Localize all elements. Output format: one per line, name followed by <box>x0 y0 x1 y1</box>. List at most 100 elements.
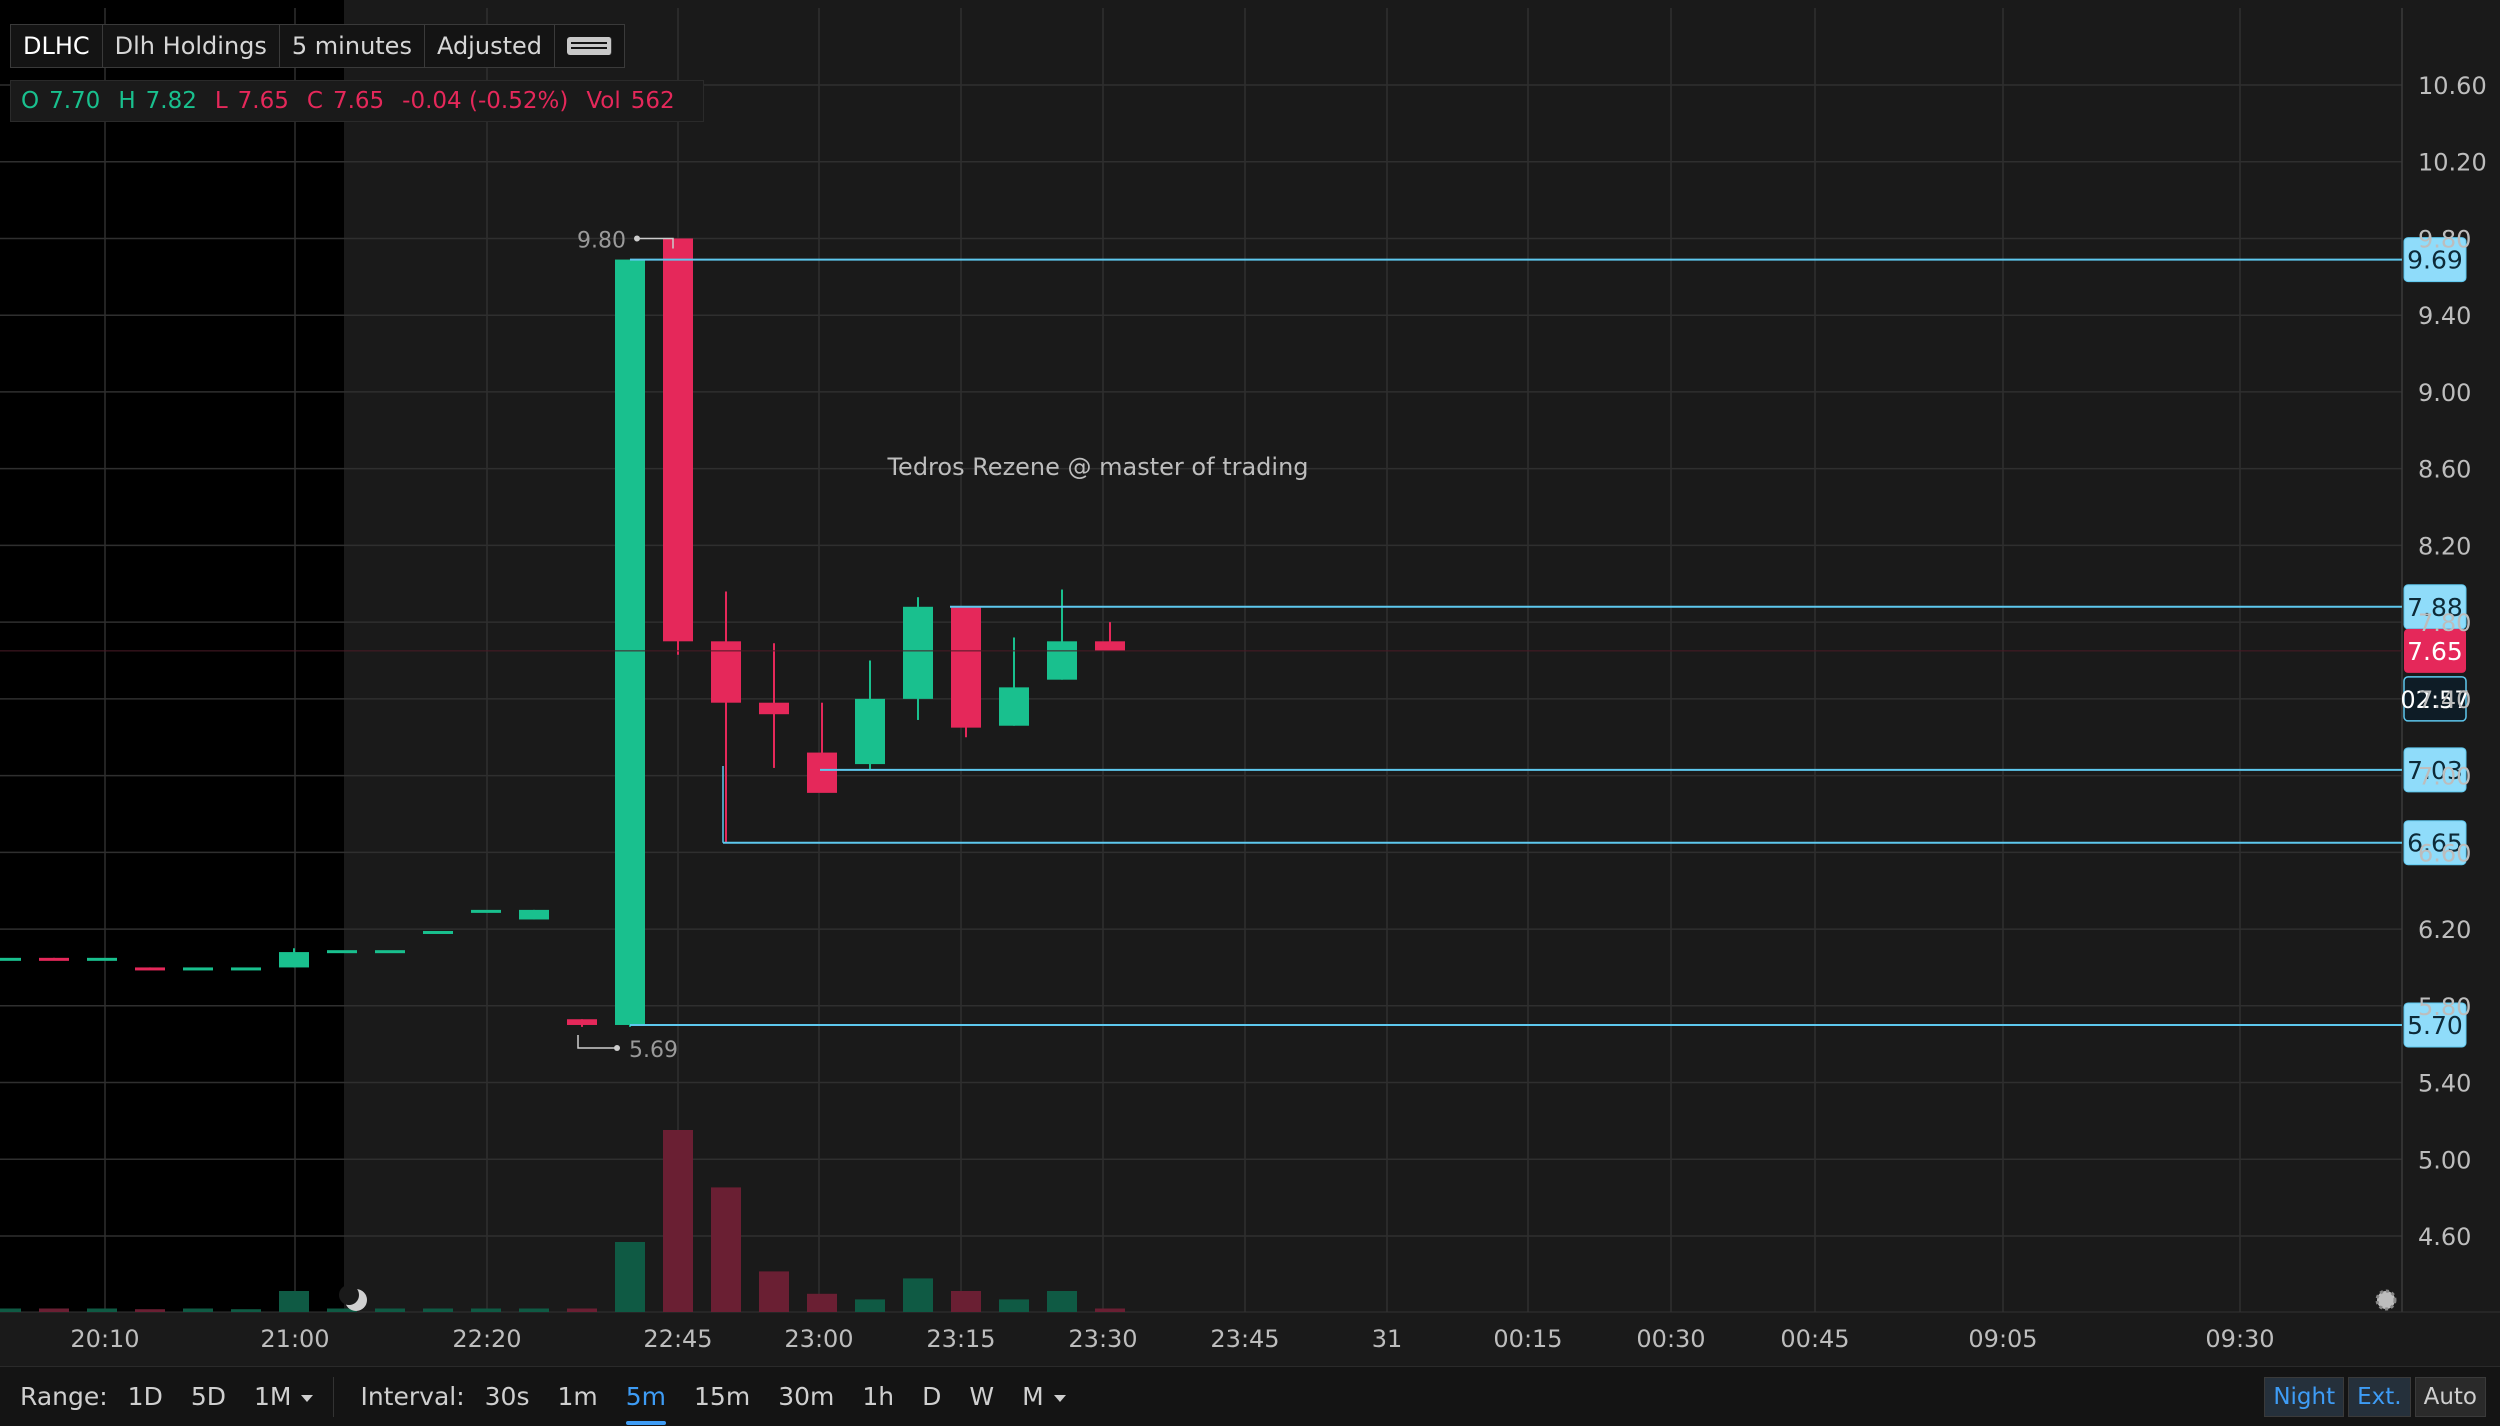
watermark-text: Tedros Rezene @ master of trading <box>886 453 1308 481</box>
interval-m-label: M <box>1022 1382 1044 1411</box>
toolbar-divider <box>333 1376 335 1417</box>
volume-bar <box>567 1308 597 1312</box>
volume-label: Vol <box>586 88 621 114</box>
candle-body <box>375 950 405 954</box>
candle-body <box>183 967 213 971</box>
interval-d[interactable]: D <box>922 1382 942 1411</box>
legend-menu-button[interactable] <box>555 25 624 67</box>
interval-30m[interactable]: 30m <box>778 1382 835 1411</box>
time-tick-label: 31 <box>1372 1325 1403 1353</box>
price-chart[interactable]: 9.69 7.88 7.03 6.65 5.70 7.65 02:57 10.60 10.20… <box>0 0 2500 1366</box>
candle-body <box>231 967 261 971</box>
price-line-tag-label: 7.88 <box>2407 593 2463 622</box>
timeframe-label[interactable]: 5 minutes <box>280 25 425 67</box>
range-5d[interactable]: 5D <box>190 1382 226 1411</box>
symbol-ticker[interactable]: DLHC <box>11 25 103 67</box>
price-line-tag-label: 6.65 <box>2407 829 2463 858</box>
volume-bar <box>327 1308 357 1312</box>
interval-5m[interactable]: 5m <box>612 1382 680 1425</box>
interval-1m[interactable]: 1m <box>557 1382 598 1411</box>
volume-bar <box>375 1308 405 1312</box>
candle-body <box>135 967 165 971</box>
interval-w[interactable]: W <box>969 1382 995 1411</box>
candle-body <box>279 952 309 968</box>
adjustment-label[interactable]: Adjusted <box>425 25 555 67</box>
volume-bar <box>999 1299 1029 1312</box>
interval-m[interactable]: M <box>1008 1382 1080 1411</box>
volume-bar <box>1047 1291 1077 1312</box>
price-lines: 9.69 7.88 7.03 6.65 5.70 7.65 02:57 <box>0 237 2470 1048</box>
time-tick-label: 00:15 <box>1493 1325 1562 1353</box>
time-tick-label: 23:30 <box>1068 1325 1137 1353</box>
candle-body <box>999 687 1029 726</box>
price-tick-label: 9.80 <box>2418 225 2471 253</box>
low-marker-dot <box>614 1045 620 1051</box>
volume-bar <box>87 1308 117 1312</box>
time-tick-label: 23:15 <box>926 1325 995 1353</box>
grid-lines <box>0 8 2500 1313</box>
price-tick-label: 9.40 <box>2418 302 2471 330</box>
extended-hours-toggle[interactable]: Ext. <box>2348 1377 2411 1417</box>
candle-body <box>423 930 453 934</box>
countdown-label: 02:57 <box>2400 686 2469 714</box>
volume-bar <box>471 1308 501 1312</box>
change-value: -0.04 (-0.52%) <box>402 88 569 114</box>
price-tick-label: 9.00 <box>2418 379 2471 407</box>
volume-bar <box>39 1308 69 1312</box>
time-tick-label: 22:20 <box>452 1325 521 1353</box>
company-name: Dlh Holdings <box>103 25 280 67</box>
volume-bar <box>423 1308 453 1312</box>
price-line-tag <box>2403 237 2467 283</box>
price-tick-label: 6.60 <box>2418 839 2471 867</box>
interval-15m[interactable]: 15m <box>694 1382 751 1411</box>
low-value: 7.65 <box>237 88 289 114</box>
price-line-tag-label: 9.69 <box>2407 246 2463 275</box>
time-tick-label: 21:00 <box>260 1325 329 1353</box>
high-value: 7.82 <box>145 88 197 114</box>
price-tick-label: 6.20 <box>2418 916 2471 944</box>
volume-bar <box>183 1308 213 1312</box>
close-value: 7.65 <box>332 88 385 114</box>
candle-body <box>39 957 69 961</box>
auto-scale-toggle[interactable]: Auto <box>2414 1377 2486 1417</box>
high-marker-label: 9.80 <box>577 228 626 253</box>
range-1d[interactable]: 1D <box>127 1382 163 1411</box>
time-axis: 20:10 21:00 22:20 22:45 23:00 23:15 23:30 23:45… <box>70 1325 2274 1353</box>
candle-body <box>903 606 933 699</box>
countdown-tag <box>2403 676 2467 722</box>
time-tick-label: 09:30 <box>2205 1325 2274 1353</box>
volume-bar <box>759 1271 789 1312</box>
moon-icon-cutout <box>339 1285 359 1305</box>
range-label: Range: <box>20 1382 108 1411</box>
menu-icon <box>566 37 612 55</box>
price-line-tag <box>2403 747 2467 793</box>
candle-body <box>951 606 981 728</box>
interval-label: Interval: <box>360 1382 465 1411</box>
chart-annotations: 9.80 5.69 Tedros Rezene @ master of tradin… <box>339 228 2397 1311</box>
volume-bar <box>855 1299 885 1312</box>
candle-body <box>759 702 789 715</box>
chart-background <box>0 0 2500 1366</box>
volume-bar <box>807 1293 837 1312</box>
night-toggle[interactable]: Night <box>2264 1377 2345 1417</box>
volume-bar <box>711 1187 741 1312</box>
candle-body <box>0 957 21 961</box>
volume-bar <box>1095 1308 1125 1312</box>
time-tick-label: 00:45 <box>1780 1325 1849 1353</box>
volume-bar <box>903 1278 933 1312</box>
price-tick-label: 5.00 <box>2418 1146 2471 1174</box>
price-axis: 10.60 10.20 9.80 9.40 9.00 8.60 8.20 7.80 7.40 7.… <box>2418 72 2487 1251</box>
time-tick-label: 00:30 <box>1636 1325 1705 1353</box>
last-price-tag <box>2404 628 2466 673</box>
high-label: H <box>118 88 136 114</box>
candle-body <box>615 259 645 1025</box>
interval-30s[interactable]: 30s <box>484 1382 530 1411</box>
interval-1h[interactable]: 1h <box>862 1382 895 1411</box>
candle-body <box>327 950 357 954</box>
price-line-tag <box>2403 820 2467 866</box>
range-1m[interactable]: 1M <box>240 1382 327 1411</box>
volume-bars <box>0 1130 1125 1312</box>
candle-body <box>1095 641 1125 651</box>
time-tick-label: 20:10 <box>70 1325 139 1353</box>
